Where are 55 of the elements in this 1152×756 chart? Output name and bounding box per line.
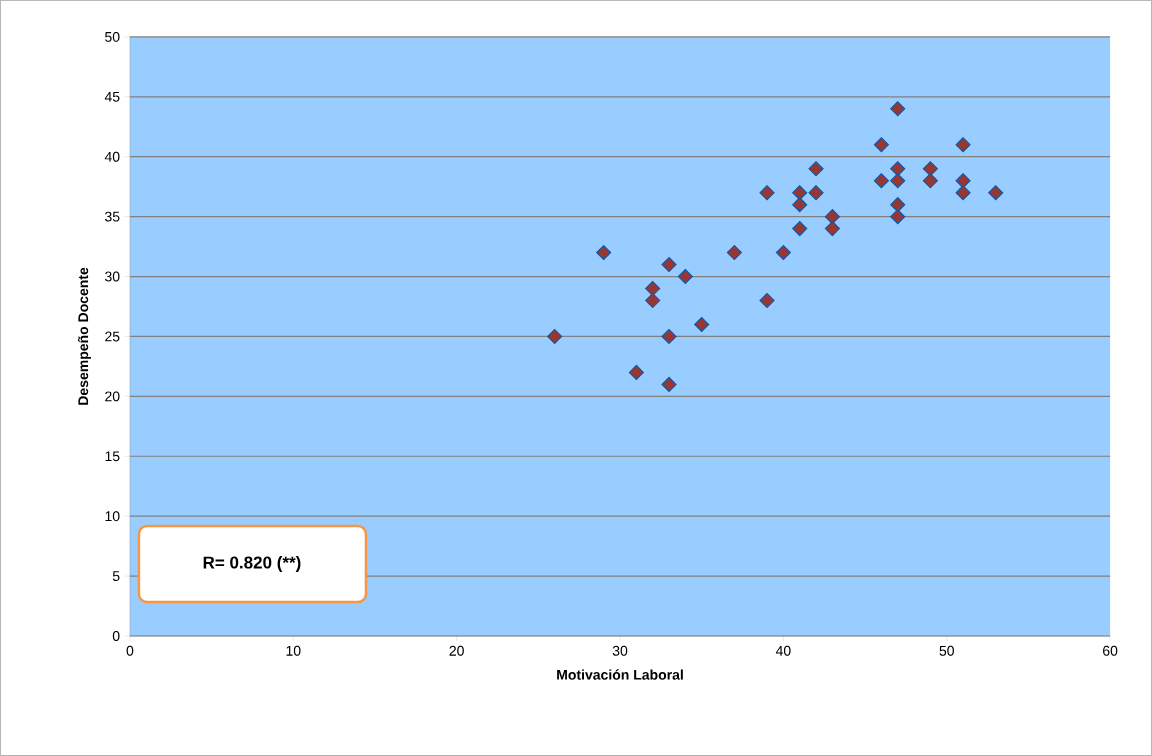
x-tick-label: 30 [612, 645, 628, 656]
point [661, 328, 677, 345]
point [922, 173, 938, 189]
y-tick-label: 10 [105, 511, 120, 522]
point [628, 364, 644, 380]
point [890, 209, 906, 225]
x-tick-label: 60 [1103, 645, 1118, 656]
x-axis-title: Motivación Laboral [557, 669, 683, 680]
point [792, 221, 808, 237]
point [890, 197, 906, 213]
y-tick-label: 20 [105, 391, 120, 402]
point [922, 161, 938, 177]
point [890, 101, 906, 117]
point [955, 137, 971, 153]
y-tick-label: 15 [105, 451, 120, 462]
y-tick-label: 45 [104, 91, 120, 102]
point [792, 185, 808, 201]
point [694, 316, 710, 333]
point [759, 292, 775, 309]
x-tick-label: 40 [775, 645, 791, 656]
point [759, 185, 775, 201]
y-tick-label: 50 [105, 31, 120, 42]
y-tick-label: 5 [112, 571, 120, 582]
point [661, 376, 677, 392]
point [890, 173, 906, 189]
point [547, 328, 563, 345]
point [873, 137, 889, 153]
y-tick-label: 0 [112, 631, 120, 641]
point [661, 257, 677, 273]
point [677, 269, 693, 285]
x-tick-label: 20 [449, 645, 464, 656]
x-tick-label: 10 [286, 645, 301, 656]
point [596, 245, 612, 261]
y-tick-label: 30 [105, 271, 120, 282]
point [808, 161, 824, 177]
point [645, 280, 661, 297]
point [726, 245, 742, 261]
point [808, 185, 824, 201]
point [775, 245, 791, 261]
point [824, 209, 840, 225]
point [890, 161, 906, 177]
y-tick-label: 35 [105, 211, 120, 222]
y-tick-label: 40 [104, 151, 120, 162]
point [824, 221, 840, 237]
y-axis-title: Desempeño Docente [77, 267, 91, 405]
x-tick-label: 50 [939, 645, 954, 656]
x-tick-label: 0 [126, 645, 134, 656]
point [955, 173, 971, 189]
point [792, 197, 808, 213]
point [988, 185, 1004, 201]
point [955, 185, 971, 201]
y-tick-label: 25 [105, 331, 120, 342]
annotation: R= 0.820 (**) [203, 556, 301, 572]
point [873, 173, 889, 189]
point [645, 292, 661, 309]
